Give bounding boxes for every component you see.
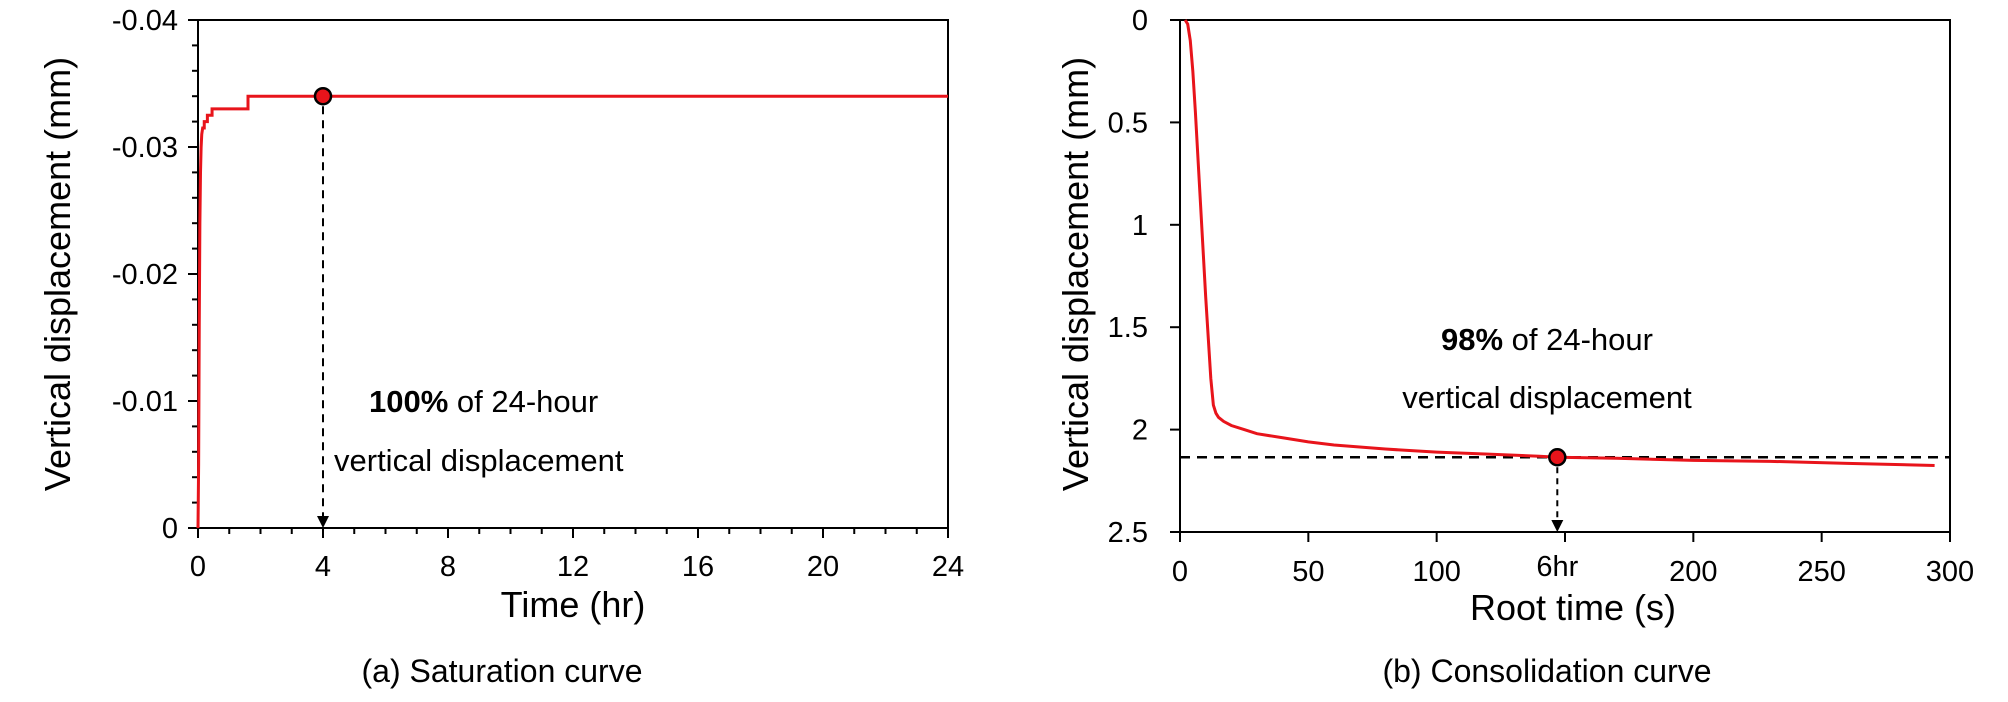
y-tick-label: 1 — [1132, 210, 1148, 242]
annotation-rest: of 24-hour — [1503, 322, 1653, 357]
x-axis-label: Root time (s) — [1470, 587, 1676, 628]
data-marker — [313, 86, 333, 106]
y-tick-label: 0 — [1132, 5, 1148, 37]
y-tick-labels: 0 -0.01 -0.02 -0.03 -0.04 — [112, 5, 178, 545]
x-tick-label: 4 — [315, 551, 331, 583]
y-tick-label: 0.5 — [1108, 107, 1148, 139]
x-tick-labels: 0 4 8 12 16 20 24 — [190, 551, 964, 583]
consolidation-line — [1183, 19, 1935, 467]
y-tick-label: 2 — [1132, 415, 1148, 447]
x-tick-label: 300 — [1926, 556, 1974, 588]
x-tick-labels: 0 50 100 200 250 300 — [1172, 556, 1974, 588]
annotation-rest: of 24-hour — [448, 384, 598, 419]
y-tick-label: 0 — [162, 513, 178, 545]
y-axis-label: Vertical displacement (mm) — [37, 57, 78, 491]
annotation-line-2: vertical displacement — [1402, 380, 1692, 415]
y-tick-labels: 0 0.5 1 1.5 2 2.5 — [1108, 5, 1148, 549]
x-tick-label: 16 — [682, 551, 714, 583]
y-tick-label: 2.5 — [1108, 517, 1148, 549]
y-tick-label: 1.5 — [1108, 312, 1148, 344]
y-tick-label: -0.04 — [112, 5, 178, 37]
chart-caption: (a) Saturation curve — [361, 653, 642, 689]
annotation-line-1: 100% of 24-hour — [369, 384, 598, 419]
annotation-line-2: vertical displacement — [334, 443, 624, 478]
saturation-curve-panel: 0 4 8 12 16 20 24 0 -0.01 -0.02 -0.03 -0.04 100% o… — [37, 5, 964, 689]
saturation-line — [196, 94, 948, 529]
annotation-bold: 98% — [1441, 322, 1503, 357]
annotation-line-1: 98% of 24-hour — [1441, 322, 1653, 357]
x-tick-label: 100 — [1412, 556, 1460, 588]
x-tick-label: 0 — [190, 551, 206, 583]
y-tick-label: -0.01 — [112, 386, 178, 418]
x-tick-label: 0 — [1172, 556, 1188, 588]
data-marker — [1548, 447, 1567, 467]
x-tick-label: 250 — [1797, 556, 1845, 588]
consolidation-curve-panel: 0 50 100 200 250 300 0 0.5 1 1.5 2 2.5 6hr 98% of … — [1055, 5, 1974, 689]
y-tick-label: -0.03 — [112, 132, 178, 164]
y-axis-label: Vertical displacement (mm) — [1055, 57, 1096, 491]
x-tick-label: 20 — [807, 551, 839, 583]
x-tick-label: 8 — [440, 551, 456, 583]
x-axis-label: Time (hr) — [501, 584, 646, 625]
axis-ticks — [1170, 19, 1951, 542]
axis-ticks — [188, 19, 949, 538]
x-tick-label: 200 — [1669, 556, 1717, 588]
x-tick-label: 24 — [932, 551, 964, 583]
x-tick-label: 12 — [557, 551, 589, 583]
y-tick-label: -0.02 — [112, 259, 178, 291]
chart-caption: (b) Consolidation curve — [1382, 653, 1711, 689]
annotation-bold: 100% — [369, 384, 448, 419]
special-tick-label: 6hr — [1536, 551, 1578, 583]
x-tick-label: 50 — [1292, 556, 1324, 588]
